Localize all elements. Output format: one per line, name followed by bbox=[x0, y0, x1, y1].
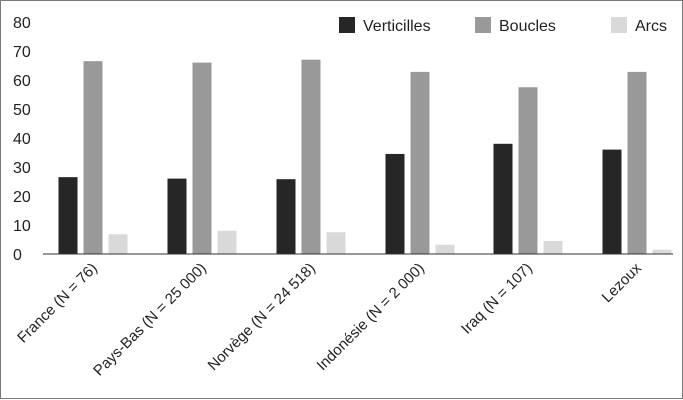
bar-verticilles-1 bbox=[58, 177, 78, 254]
x-category-label: Lezoux bbox=[599, 259, 646, 306]
bar-boucles-6 bbox=[627, 71, 647, 254]
x-category-label: Norvège (N = 24 518) bbox=[205, 260, 319, 374]
x-category-label: Indonésie (N = 2 000) bbox=[313, 260, 427, 374]
bar-boucles-3 bbox=[301, 59, 321, 255]
y-tick-label: 50 bbox=[13, 102, 31, 119]
y-tick-label: 30 bbox=[13, 160, 31, 177]
bar-verticilles-4 bbox=[385, 153, 405, 254]
bar-verticilles-6 bbox=[602, 149, 622, 254]
y-axis-labels: 0 10 20 30 40 50 60 70 80 bbox=[13, 15, 31, 264]
legend-label-boucles: Boucles bbox=[499, 18, 556, 35]
bar-arcs-5 bbox=[543, 240, 563, 254]
legend: Verticilles Boucles Arcs bbox=[339, 17, 667, 35]
legend-label-arcs: Arcs bbox=[635, 18, 667, 35]
bar-verticilles-2 bbox=[167, 178, 187, 254]
y-tick-label: 10 bbox=[13, 218, 31, 235]
x-category-label: Pays-Bas (N = 25 000) bbox=[90, 260, 210, 380]
legend-swatch-verticilles bbox=[339, 17, 355, 33]
y-tick-label: 80 bbox=[13, 15, 31, 32]
bar-arcs-4 bbox=[435, 244, 455, 254]
y-tick-label: 60 bbox=[13, 73, 31, 90]
bar-boucles-5 bbox=[518, 87, 538, 254]
bar-arcs-3 bbox=[326, 232, 346, 254]
x-category-label: France (N = 76) bbox=[14, 260, 101, 347]
bar-arcs-1 bbox=[108, 234, 128, 254]
bar-arcs-6 bbox=[652, 249, 672, 254]
legend-label-verticilles: Verticilles bbox=[363, 18, 431, 35]
legend-swatch-boucles bbox=[475, 17, 491, 33]
x-axis-labels: France (N = 76)Pays-Bas (N = 25 000)Norv… bbox=[14, 259, 645, 379]
legend-swatch-arcs bbox=[611, 17, 627, 33]
bar-arcs-2 bbox=[217, 230, 237, 254]
bar-verticilles-5 bbox=[493, 143, 513, 254]
bar-boucles-2 bbox=[192, 62, 212, 254]
y-tick-label: 70 bbox=[13, 44, 31, 61]
y-tick-label: 0 bbox=[13, 247, 22, 264]
y-tick-label: 40 bbox=[13, 131, 31, 148]
bar-boucles-1 bbox=[83, 61, 103, 255]
bar-boucles-4 bbox=[410, 71, 430, 254]
bar-verticilles-3 bbox=[276, 179, 296, 254]
bars bbox=[58, 59, 672, 255]
x-category-label: Iraq (N = 107) bbox=[458, 260, 536, 338]
y-tick-label: 20 bbox=[13, 189, 31, 206]
